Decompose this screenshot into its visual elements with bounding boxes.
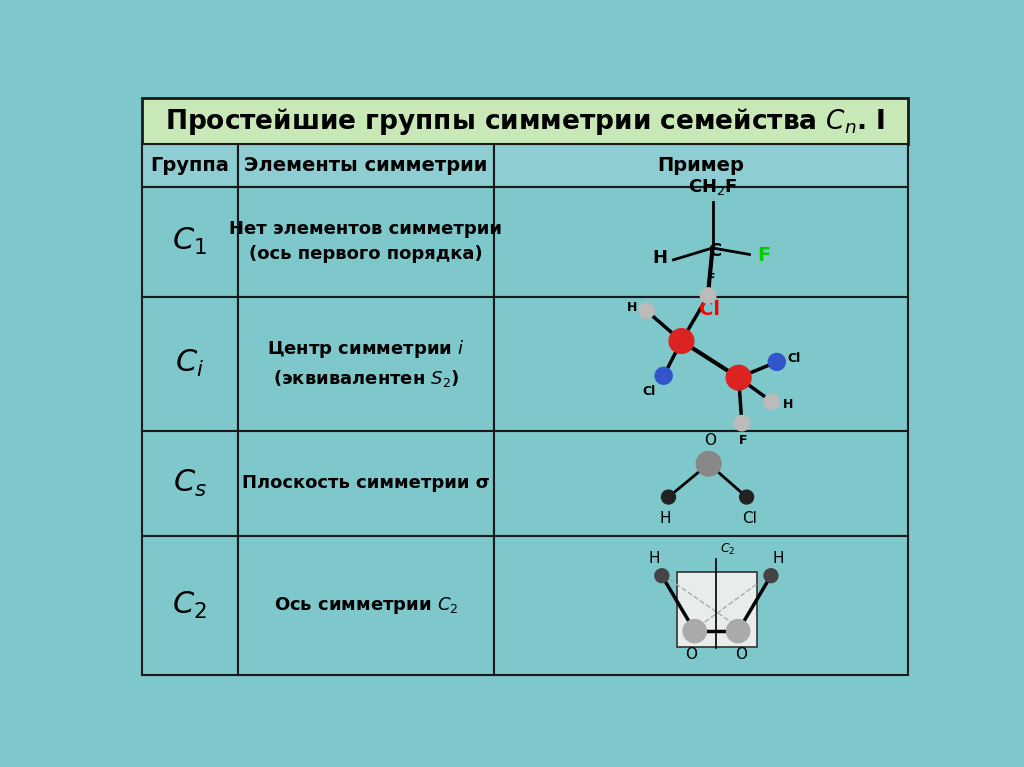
Circle shape (700, 288, 716, 303)
Text: $C_2$: $C_2$ (172, 590, 207, 621)
Circle shape (639, 303, 654, 318)
Text: Плоскость симметрии σ: Плоскость симметрии σ (242, 474, 489, 492)
Bar (495, 431, 907, 535)
Circle shape (683, 620, 707, 643)
Text: O: O (705, 433, 716, 449)
Circle shape (764, 569, 778, 583)
Bar (495, 297, 907, 431)
Bar (238, 144, 495, 186)
Circle shape (726, 365, 751, 390)
Text: H: H (782, 398, 793, 411)
Circle shape (739, 490, 754, 504)
Circle shape (669, 329, 694, 354)
Circle shape (726, 620, 750, 643)
Circle shape (768, 354, 785, 370)
Text: Cl: Cl (742, 511, 757, 526)
Text: $C_s$: $C_s$ (173, 468, 207, 499)
Text: F: F (757, 246, 770, 265)
Bar (142, 98, 907, 144)
Circle shape (696, 452, 721, 476)
Bar (142, 144, 238, 186)
Bar (142, 186, 238, 297)
Text: H: H (648, 551, 659, 567)
Bar (238, 535, 495, 675)
Text: H: H (627, 301, 637, 314)
Text: Центр симметрии $i$
(эквивалентен $S_2$): Центр симметрии $i$ (эквивалентен $S_2$) (267, 338, 465, 390)
Text: F: F (707, 272, 716, 285)
Text: $C_i$: $C_i$ (175, 348, 205, 380)
Text: $C_1$: $C_1$ (172, 226, 207, 258)
Text: H: H (659, 511, 671, 526)
Bar (142, 431, 238, 535)
Text: O: O (686, 647, 697, 661)
Text: Группа: Группа (151, 156, 229, 175)
Text: Элементы симметрии: Элементы симметрии (245, 156, 487, 175)
Text: Пример: Пример (657, 156, 744, 175)
Bar (677, 572, 758, 647)
Text: CH$_2$F: CH$_2$F (688, 176, 737, 197)
Bar (495, 144, 907, 186)
Bar (495, 535, 907, 675)
Text: $C_2$: $C_2$ (720, 542, 735, 557)
Bar (677, 572, 758, 647)
Text: H: H (652, 249, 668, 267)
Bar (238, 431, 495, 535)
Text: Нет элементов симметрии
(ось первого порядка): Нет элементов симметрии (ось первого пор… (229, 220, 503, 263)
Bar (238, 186, 495, 297)
Text: Ось симметрии $C_2$: Ось симметрии $C_2$ (273, 594, 459, 616)
Bar (142, 297, 238, 431)
Text: Cl: Cl (643, 385, 656, 398)
Text: H: H (773, 551, 784, 567)
Text: Cl: Cl (699, 300, 720, 319)
Bar (495, 186, 907, 297)
Bar (238, 297, 495, 431)
Text: Cl: Cl (787, 352, 801, 365)
Circle shape (655, 569, 669, 583)
Circle shape (662, 490, 676, 504)
Text: O: O (735, 647, 748, 661)
Circle shape (734, 416, 750, 431)
Text: F: F (739, 434, 748, 447)
Circle shape (655, 367, 672, 384)
Text: C: C (709, 242, 722, 260)
Circle shape (764, 394, 779, 410)
Text: Простейшие группы симметрии семейства $C_n$. I: Простейшие группы симметрии семейства $C… (165, 106, 885, 137)
Bar (142, 535, 238, 675)
